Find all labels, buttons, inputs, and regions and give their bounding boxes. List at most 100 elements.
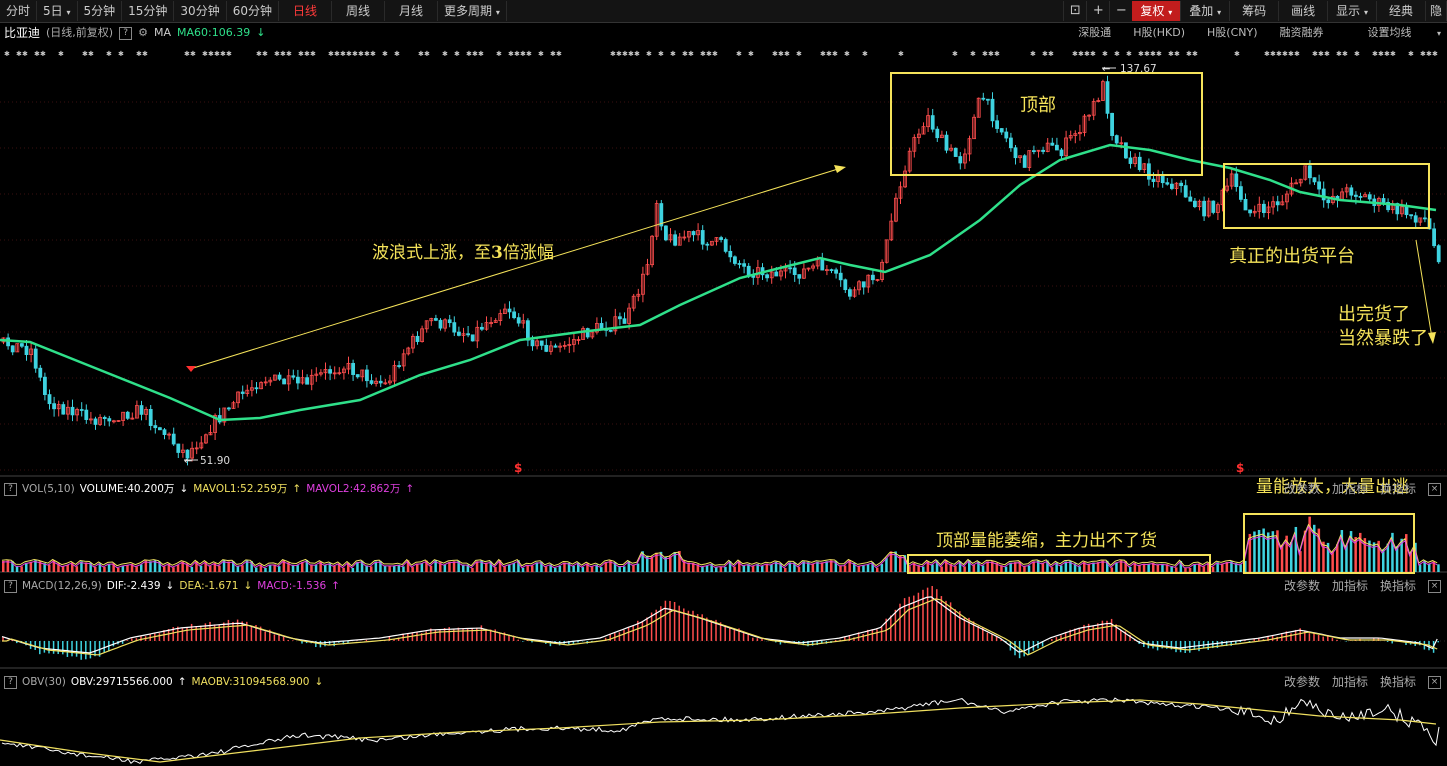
link-margin[interactable]: 融资融券 (1279, 26, 1324, 39)
candle-body (512, 311, 516, 319)
volume-bar (1340, 530, 1344, 572)
candle-body (802, 268, 806, 279)
add-indicator-link[interactable]: 加指标 (1331, 579, 1368, 593)
candle-body (521, 320, 526, 324)
volume-bar (1234, 563, 1238, 572)
lock-icon[interactable]: ⊡ (1063, 1, 1086, 21)
switch-indicator-link[interactable]: 换指标 (1379, 579, 1416, 593)
candle-body (774, 271, 779, 277)
tab-daily[interactable]: 日线 (279, 1, 332, 21)
tab-60min[interactable]: 60分钟 (227, 1, 279, 21)
candle-body (1248, 209, 1252, 214)
help-icon[interactable]: ? (4, 675, 17, 689)
link-h-hkd[interactable]: H股(HKD) (1133, 26, 1185, 39)
edit-params-link[interactable]: 改参数 (1283, 579, 1320, 593)
volume-bar (1004, 566, 1008, 572)
close-icon[interactable]: × (1428, 675, 1441, 689)
event-dot: ✱ (1126, 50, 1132, 58)
crash-arrowhead (1428, 332, 1436, 344)
volume-bar (1285, 535, 1288, 572)
add-indicator-link[interactable]: 加指标 (1331, 675, 1368, 689)
volume-bar (43, 563, 46, 572)
volume-bar (977, 561, 980, 572)
event-marker-row: ✱ ✱ ✱ ✱ ✱ ✱ ✱ ✱ ✱ ✱ ✱ ✱ ✱ ✱ ✱ ✱ ✱ ✱ ✱ ✱ ✱ ✱ ✱ ✱ ✱ ✱ ✱ ✱ ✱ ✱ ✱ ✱ ✱ ✱ ✱ ✱ ✱ ✱ ✱ ✱… (4, 50, 1438, 58)
candle-body (1271, 201, 1275, 208)
volume-bar (439, 562, 442, 572)
vol-name: VOL(5,10) (22, 483, 75, 495)
candle-body (93, 418, 98, 425)
tab-minute[interactable]: 分时 (0, 1, 38, 21)
hide-button[interactable]: 隐 (1426, 1, 1447, 21)
high-label: 137.67 (1120, 63, 1157, 75)
settings-gear-icon[interactable]: ⚙ (138, 26, 148, 39)
event-dot: ✱ (1324, 50, 1330, 58)
tab-more-periods[interactable]: 更多周期 ▾ (438, 1, 507, 21)
close-icon[interactable]: × (1428, 579, 1441, 593)
candle-body (949, 147, 953, 151)
draw-line-button[interactable]: 画线 (1279, 1, 1329, 21)
candle-body (1321, 188, 1326, 201)
volume-bar (255, 567, 258, 572)
event-dot: ✱ (328, 50, 334, 58)
low-label: 51.90 (200, 455, 230, 467)
candle-body (944, 134, 949, 151)
volume-bar (15, 565, 19, 572)
tab-5min[interactable]: 5分钟 (78, 1, 123, 21)
event-dot: ✱ (796, 50, 802, 58)
volume-bar (738, 560, 741, 572)
close-icon[interactable]: × (1428, 482, 1441, 496)
event-dot: ✱ (478, 50, 484, 58)
edit-params-link[interactable]: 改参数 (1283, 482, 1320, 496)
overlay-button[interactable]: 叠加 ▾ (1181, 1, 1231, 21)
candle-body (622, 318, 627, 324)
display-button[interactable]: 显示 ▾ (1328, 1, 1377, 21)
tab-15min[interactable]: 15分钟 (122, 1, 175, 21)
switch-indicator-link[interactable]: 换指标 (1379, 675, 1416, 689)
add-indicator-link[interactable]: 加指标 (1331, 482, 1368, 496)
minus-icon[interactable]: − (1109, 1, 1132, 21)
volume-bar (1014, 562, 1017, 572)
event-dot: ✱ (58, 50, 64, 58)
adjust-button[interactable]: 复权 ▾ (1132, 1, 1182, 21)
event-dot: ✱ (352, 50, 358, 58)
candle-body (240, 391, 245, 394)
candle-body (507, 308, 512, 313)
link-ma-settings[interactable]: 设置均线 ▾ (1367, 26, 1441, 39)
volume-bar (1138, 565, 1141, 572)
volume-bar (1359, 532, 1362, 572)
help-icon[interactable]: ? (4, 579, 17, 593)
candle-body (857, 281, 861, 291)
classic-button[interactable]: 经典 (1377, 1, 1426, 21)
help-icon[interactable]: ? (119, 26, 133, 40)
candle-body (843, 279, 848, 291)
candle-body (199, 442, 204, 449)
candle-body (438, 319, 443, 329)
event-dot: ✱ (622, 50, 628, 58)
event-dot: ✱ (274, 50, 280, 58)
annotation-crash-1: 出完货了 (1338, 304, 1410, 325)
event-dot: ✱ (862, 50, 868, 58)
candle-body (291, 375, 296, 378)
tab-weekly[interactable]: 周线 (332, 1, 386, 21)
link-h-cny[interactable]: H股(CNY) (1207, 26, 1258, 39)
candle-body (346, 362, 351, 370)
plus-icon[interactable]: + (1086, 1, 1109, 21)
event-dot: ✱ (1282, 50, 1288, 58)
volume-bar (250, 561, 253, 572)
volume-bar (1405, 534, 1408, 572)
switch-indicator-link[interactable]: 换指标 (1379, 482, 1416, 496)
link-sh-connect[interactable]: 深股通 (1078, 26, 1112, 39)
tab-30min[interactable]: 30分钟 (174, 1, 227, 21)
help-icon[interactable]: ? (4, 482, 17, 496)
tab-monthly[interactable]: 月线 (385, 1, 439, 21)
chips-button[interactable]: 筹码 (1230, 1, 1280, 21)
volume-bar (1432, 561, 1436, 572)
volume-bar (834, 560, 838, 572)
event-dot: ✱ (610, 50, 616, 58)
edit-params-link[interactable]: 改参数 (1283, 675, 1320, 689)
volume-bar (1290, 541, 1293, 572)
tab-5day[interactable]: 5日 ▾ (37, 1, 78, 21)
volume-bar (287, 562, 290, 572)
volume-bar (604, 561, 608, 572)
